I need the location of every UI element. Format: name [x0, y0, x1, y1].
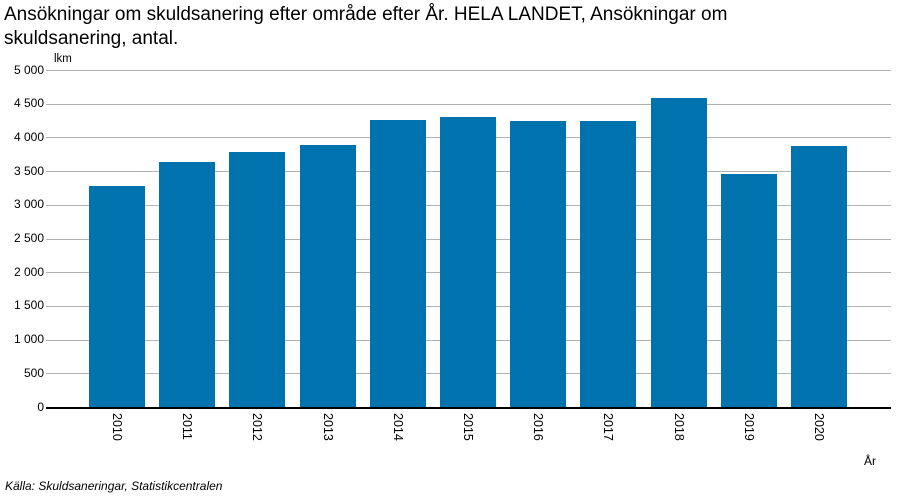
x-tick-label: 2017	[601, 413, 616, 441]
y-tick-label: 4 000	[13, 129, 44, 144]
x-tick-label: 2014	[390, 413, 405, 441]
y-tick-label: 2 500	[13, 231, 44, 245]
bar	[791, 146, 847, 407]
x-tick-label: 2020	[812, 413, 826, 441]
y-tick-label: 0	[37, 399, 44, 414]
x-tick-label: 2018	[671, 413, 686, 441]
chart-title-line-1: Ansökningar om skuldsanering efter områd…	[4, 4, 728, 25]
y-tick-label: 3 500	[13, 163, 44, 178]
chart-title: Ansökningar om skuldsanering efter områd…	[4, 3, 884, 51]
bar	[510, 121, 567, 407]
y-gridline	[46, 103, 891, 105]
bar	[720, 174, 777, 407]
y-tick-label: 1 000	[13, 332, 44, 347]
x-tick-label: 2013	[320, 413, 335, 441]
y-axis-unit-label: lkm	[54, 53, 72, 65]
x-tick-label: 2012	[250, 413, 265, 441]
bar	[229, 151, 286, 407]
y-tick-label: 5 000	[13, 62, 44, 77]
y-gridline	[46, 70, 891, 71]
bar	[650, 98, 707, 407]
x-tick-label: 2011	[180, 413, 195, 440]
x-tick-label: 2010	[110, 413, 124, 441]
bar	[440, 117, 496, 407]
x-tick-label: 2016	[531, 413, 546, 441]
chart-title-line-2: skuldsanering, antal.	[4, 28, 179, 49]
x-axis-title: År	[864, 454, 876, 468]
x-tick-label: 2015	[461, 413, 475, 441]
bar	[369, 119, 426, 407]
x-axis-line	[46, 407, 891, 409]
y-tick-label: 500	[23, 365, 44, 380]
y-tick-label: 2 000	[13, 264, 44, 279]
bar	[159, 162, 216, 407]
y-tick-label: 1 500	[13, 298, 44, 313]
bar	[580, 121, 637, 407]
y-tick-label: 4 500	[13, 96, 44, 111]
bar	[89, 185, 145, 407]
bar	[299, 145, 356, 407]
source-note: Källa: Skuldsaneringar, Statistikcentral…	[5, 479, 223, 493]
y-tick-label: 3 000	[13, 197, 44, 212]
x-tick-label: 2019	[741, 413, 756, 441]
